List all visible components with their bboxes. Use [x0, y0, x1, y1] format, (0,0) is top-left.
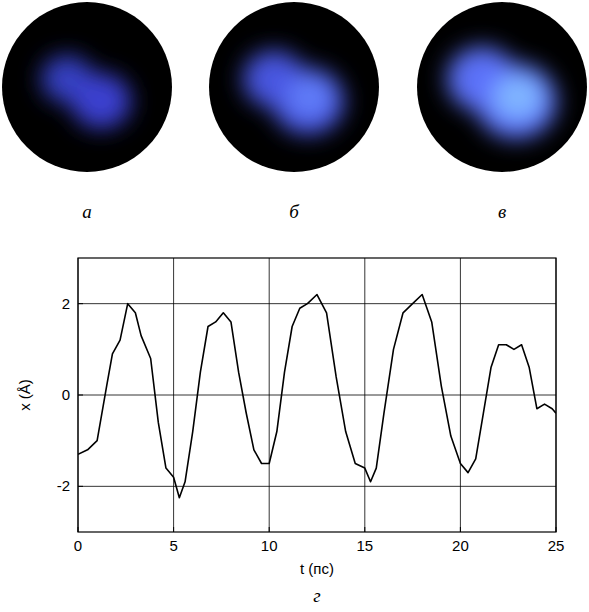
y-axis-title: x (Å): [16, 379, 33, 411]
plot-frame: [78, 258, 556, 532]
image-blob: [243, 50, 344, 134]
image-background: [2, 2, 172, 172]
image-background: [209, 2, 379, 172]
panel-label: а: [82, 201, 92, 222]
tick-mark: [460, 527, 461, 532]
panel-label: г: [313, 585, 320, 606]
tick-mark: [173, 527, 174, 532]
image-panel: [417, 2, 587, 172]
tick-label: 15: [356, 537, 373, 554]
tick-label: 5: [169, 537, 177, 554]
image-panel: [209, 2, 379, 172]
tick-label: 0: [74, 537, 82, 554]
tick-mark: [78, 395, 83, 396]
tick-mark: [364, 527, 365, 532]
grid-line: [78, 303, 556, 304]
line-group: [78, 295, 556, 498]
blob-lobe: [71, 73, 131, 129]
blob-lobe: [476, 63, 557, 139]
tick-label: 20: [452, 537, 469, 554]
tick-mark: [78, 486, 83, 487]
tick-label: 10: [261, 537, 278, 554]
image-background: [417, 2, 587, 172]
image-panel: [2, 2, 172, 172]
tick-label: 2: [62, 295, 70, 312]
tick-mark: [269, 527, 270, 532]
grid-line: [78, 395, 556, 396]
image-blob: [41, 55, 131, 129]
tick-label: 0: [62, 386, 70, 403]
tick-label: -2: [57, 477, 70, 494]
grid-line: [78, 486, 556, 487]
tick-mark: [78, 303, 83, 304]
figure: а б в 0 5 10 15 20 25 -2 0 2 t (пс) x (Å) г: [0, 0, 589, 612]
image-blob: [447, 47, 557, 139]
tick-label: 25: [548, 537, 565, 554]
blob-highlight: [288, 78, 331, 116]
blob-highlight: [494, 75, 543, 118]
panel-label: б: [289, 201, 300, 222]
x-axis-title: t (пс): [300, 560, 334, 577]
blob-lobe: [272, 67, 344, 134]
data-line: [78, 295, 556, 498]
panel-label: в: [498, 201, 506, 222]
